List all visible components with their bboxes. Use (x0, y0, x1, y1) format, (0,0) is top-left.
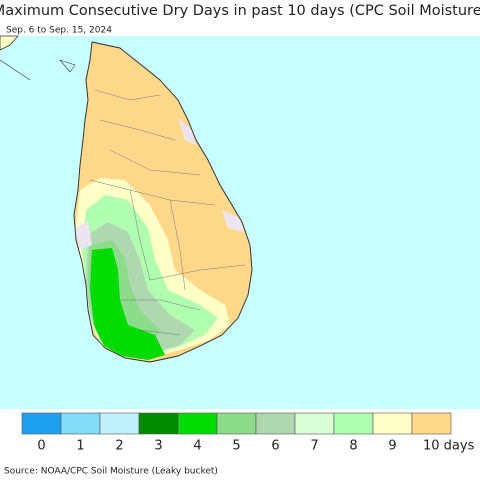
legend-label: 6 (271, 439, 279, 454)
legend-swatch (411, 412, 452, 435)
legend-swatch (255, 412, 296, 435)
legend: 0 1 2 3 4 5 6 7 8 9 10 days (21, 412, 475, 454)
subtitle: Sep. 6 to Sep. 15, 2024 (6, 26, 112, 36)
islands (0, 59, 76, 81)
legend-label: 2 (115, 439, 123, 454)
legend-label: 3 (154, 439, 162, 454)
legend-label: 10 days (423, 439, 475, 454)
source: Source: NOAA/CPC Soil Moisture (Leaky bu… (4, 467, 218, 477)
legend-swatch (177, 412, 218, 435)
legend-label: 8 (349, 439, 357, 454)
legend-label: 4 (193, 439, 201, 454)
legend-swatch (333, 412, 374, 435)
title: Maximum Consecutive Dry Days in past 10 … (0, 3, 480, 19)
legend-swatch (138, 412, 179, 435)
india-coast (0, 35, 19, 51)
legend-label: 9 (388, 439, 396, 454)
legend-label: 5 (232, 439, 240, 454)
legend-swatch (99, 412, 140, 435)
legend-label: 7 (310, 439, 318, 454)
legend-swatch (294, 412, 335, 435)
district-lines (89, 89, 246, 336)
land-outline (73, 41, 253, 363)
legend-swatch (21, 412, 62, 435)
legend-label: 0 (37, 439, 45, 454)
sri-lanka-map (0, 35, 253, 363)
legend-swatch (216, 412, 257, 435)
legend-swatch (372, 412, 413, 435)
legend-swatch (60, 412, 101, 435)
legend-label: 1 (76, 439, 84, 454)
zone-4 (90, 248, 165, 360)
